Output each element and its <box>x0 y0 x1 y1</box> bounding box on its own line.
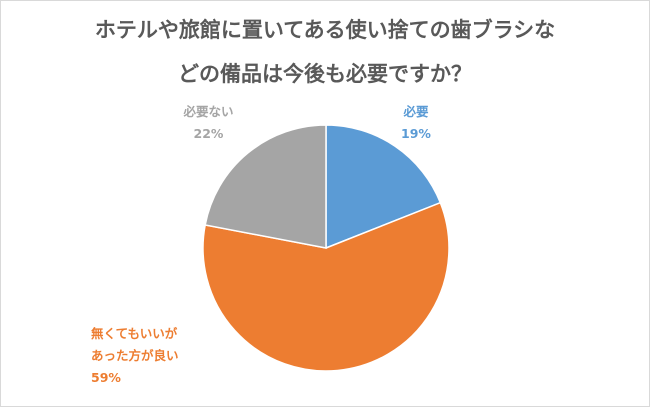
pie-slice-2 <box>204 124 327 249</box>
slice-value: 59% <box>91 370 121 385</box>
slice-value: 19% <box>401 126 431 141</box>
slice-label: あった方が良い <box>91 348 179 363</box>
pie-slice-1 <box>202 201 450 372</box>
slice-label: 無くてもいいが <box>91 326 178 341</box>
label-unnecessary: 必要ない 22% <box>171 101 246 145</box>
pie-slice-0 <box>325 124 442 250</box>
slice-label: 必要 <box>403 104 429 119</box>
label-optional: 無くてもいいが あった方が良い 59% <box>91 323 231 389</box>
label-necessary: 必要 19% <box>386 101 446 145</box>
slice-value: 22% <box>193 126 224 141</box>
chart-title-line-2: どの備品は今後も必要ですか？ <box>178 62 472 86</box>
chart-title-line-1: ホテルや旅館に置いてある使い捨ての歯ブラシな <box>94 18 556 42</box>
slice-label: 必要ない <box>183 104 234 119</box>
